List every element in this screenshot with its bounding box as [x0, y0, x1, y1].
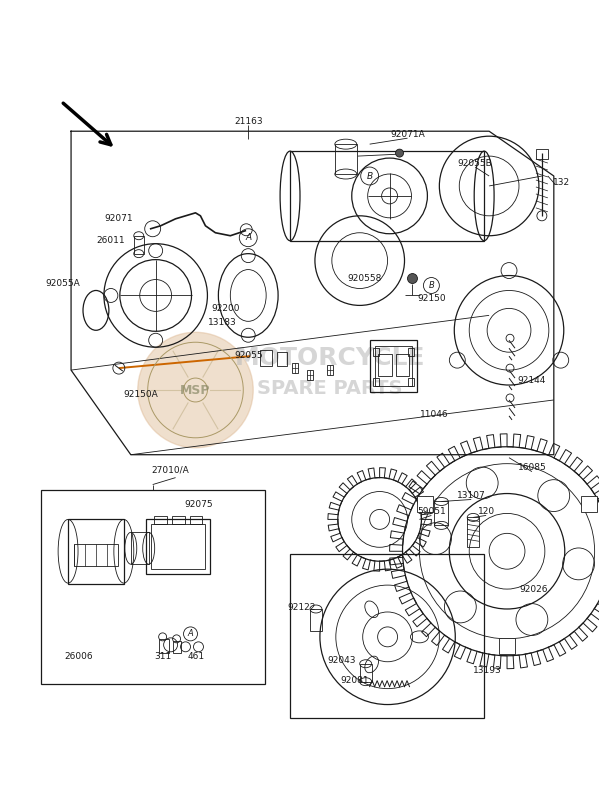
Text: B: B — [428, 281, 434, 290]
Bar — [172, 517, 185, 524]
Bar — [173, 641, 181, 653]
Circle shape — [138, 332, 253, 447]
Bar — [277, 352, 287, 366]
Text: 920558: 920558 — [347, 274, 382, 283]
Text: 13193: 13193 — [473, 666, 502, 675]
Text: 92071: 92071 — [104, 214, 133, 223]
Text: 26006: 26006 — [65, 652, 94, 661]
Bar — [581, 496, 597, 512]
Text: 92144: 92144 — [518, 375, 546, 385]
Circle shape — [407, 273, 418, 283]
Bar — [68, 520, 124, 584]
Text: 92071A: 92071A — [390, 130, 425, 139]
Text: SPARE PARTS: SPARE PARTS — [257, 378, 403, 397]
Bar — [409, 349, 415, 356]
Text: 92026: 92026 — [520, 585, 548, 593]
Bar — [134, 236, 144, 254]
Text: 21163: 21163 — [234, 117, 263, 126]
Text: 16085: 16085 — [518, 463, 546, 472]
Text: 27010/A: 27010/A — [152, 466, 190, 474]
Bar — [370, 340, 418, 392]
Text: 92200: 92200 — [211, 304, 239, 313]
Text: 311: 311 — [154, 652, 171, 661]
Bar — [74, 544, 118, 566]
Bar — [327, 365, 333, 375]
Bar — [292, 363, 298, 373]
Text: 11046: 11046 — [420, 411, 449, 419]
Bar — [190, 517, 202, 524]
Bar — [377, 354, 392, 376]
Text: 59051: 59051 — [417, 507, 446, 516]
Text: B: B — [367, 171, 373, 181]
Text: A: A — [245, 233, 251, 243]
Text: A: A — [188, 630, 193, 638]
Text: MOTORCYCLE: MOTORCYCLE — [235, 346, 425, 371]
Bar — [395, 354, 409, 376]
Bar — [151, 524, 205, 569]
Text: 92055A: 92055A — [46, 279, 80, 288]
Bar — [154, 517, 167, 524]
Text: 120: 120 — [478, 507, 494, 516]
Bar — [374, 346, 412, 386]
Bar — [131, 532, 149, 564]
Bar — [499, 638, 515, 654]
Text: 92043: 92043 — [328, 656, 356, 665]
Text: 92055: 92055 — [234, 351, 263, 360]
Bar — [536, 149, 548, 159]
Text: 92075: 92075 — [184, 500, 213, 509]
Bar — [260, 350, 272, 366]
Text: MSP: MSP — [180, 384, 211, 396]
Text: 26011: 26011 — [97, 236, 125, 245]
Bar — [158, 639, 169, 653]
Bar — [41, 490, 265, 684]
Bar — [335, 144, 357, 174]
Text: 92055B: 92055B — [458, 159, 493, 167]
Bar — [373, 349, 379, 356]
Bar — [146, 520, 211, 574]
Bar — [310, 609, 322, 631]
Bar — [360, 664, 371, 681]
Bar — [373, 378, 379, 386]
Text: 132: 132 — [553, 178, 571, 188]
Bar — [467, 517, 479, 547]
Text: 92150: 92150 — [417, 294, 446, 303]
Text: 92150A: 92150A — [124, 390, 158, 400]
Text: 461: 461 — [188, 652, 205, 661]
Text: 13107: 13107 — [457, 491, 485, 500]
Bar — [307, 370, 313, 380]
Text: 92122: 92122 — [288, 603, 316, 612]
Text: 13183: 13183 — [208, 318, 237, 327]
Bar — [417, 496, 433, 512]
Text: 92081: 92081 — [340, 676, 369, 685]
Circle shape — [395, 149, 404, 157]
Bar — [409, 378, 415, 386]
Bar — [290, 554, 484, 718]
Bar — [290, 152, 484, 241]
Bar — [434, 502, 448, 525]
